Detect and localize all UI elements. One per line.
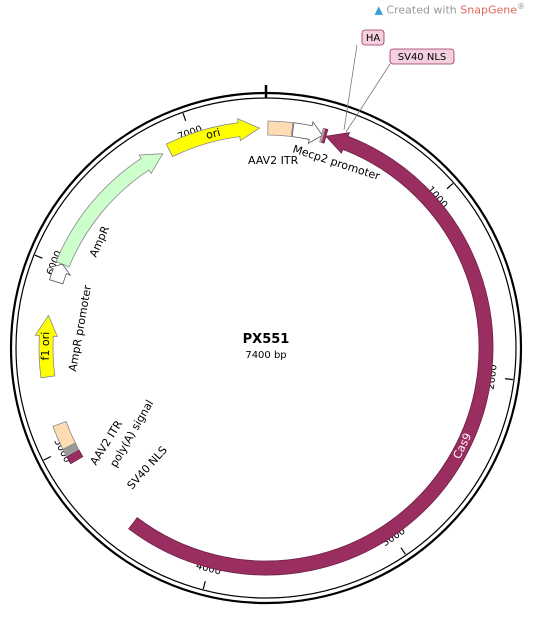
tick-mark	[400, 547, 406, 555]
aav2-itr-top-shape	[267, 120, 294, 137]
ampr-promoter-feature[interactable]	[48, 263, 72, 285]
sv40-nls-tag-label: SV40 NLS	[398, 52, 447, 63]
plasmid-name: PX551	[243, 332, 290, 347]
watermark-mark: ®	[517, 2, 525, 11]
mecp2-promoter-feature[interactable]	[291, 120, 323, 145]
ampr-label: AmpR	[87, 224, 112, 260]
tick-mark	[43, 455, 52, 461]
ha-tag-feature[interactable]	[319, 127, 326, 143]
ori-feature[interactable]: ori	[165, 118, 261, 158]
ha-callout[interactable]: HA	[343, 29, 385, 131]
ampr-promoter-label: AmpR promoter	[66, 284, 94, 373]
sv40-nls-callout[interactable]: SV40 NLS	[345, 48, 455, 133]
tick-mark	[446, 183, 454, 190]
sv40-nls-tag-box	[389, 48, 455, 65]
snapgene-logo-icon: ▲	[374, 3, 383, 17]
ampr-shape	[55, 153, 164, 268]
tick-mark	[34, 254, 43, 259]
mecp2-promoter-shape	[291, 120, 323, 145]
ha-tag-label: HA	[366, 33, 381, 44]
ampr-promoter-shape	[48, 263, 72, 285]
ori-shape	[165, 118, 261, 158]
polya-signal-feature[interactable]	[62, 442, 80, 458]
f1-ori-shape	[34, 314, 58, 379]
ha-tag-shape	[319, 127, 326, 143]
watermark-prefix: Created with	[386, 3, 461, 17]
backbone-inner-ring	[15, 97, 517, 599]
polya-signal-shape	[62, 442, 80, 458]
ha-leader-line	[343, 44, 358, 131]
ampr-feature[interactable]	[55, 153, 164, 268]
aav2-itr-bottom-shape	[52, 420, 76, 450]
sv40-nls-bottom-feature[interactable]	[66, 449, 84, 465]
sv40-nls-bottom-label: SV40 NLS	[125, 444, 170, 492]
watermark-brand: SnapGene	[460, 3, 517, 17]
plasmid-length: 7400 bp	[245, 350, 286, 361]
ha-tag-box	[361, 29, 385, 46]
ori-inner-label: ori	[205, 126, 222, 142]
sv40-nls-leader-line	[345, 63, 391, 133]
tick-mark	[202, 581, 206, 590]
aav2-itr-bottom-feature[interactable]	[52, 420, 76, 450]
backbone-outer-ring	[9, 91, 523, 605]
aav2-itr-top-feature[interactable]	[267, 120, 294, 137]
tick-mark	[504, 378, 514, 381]
plasmid-backbone	[9, 85, 523, 605]
cas9-shape	[128, 132, 494, 576]
f1-ori-inner-label: f1 ori	[39, 332, 52, 361]
sv40-nls-bottom-shape	[66, 449, 84, 465]
aav2-itr-top-label: AAV2 ITR	[248, 154, 299, 167]
f1-ori-feature[interactable]: f1 ori	[34, 314, 58, 379]
snapgene-watermark: ▲ Created with SnapGene®	[374, 2, 525, 17]
tick-mark	[182, 113, 187, 121]
